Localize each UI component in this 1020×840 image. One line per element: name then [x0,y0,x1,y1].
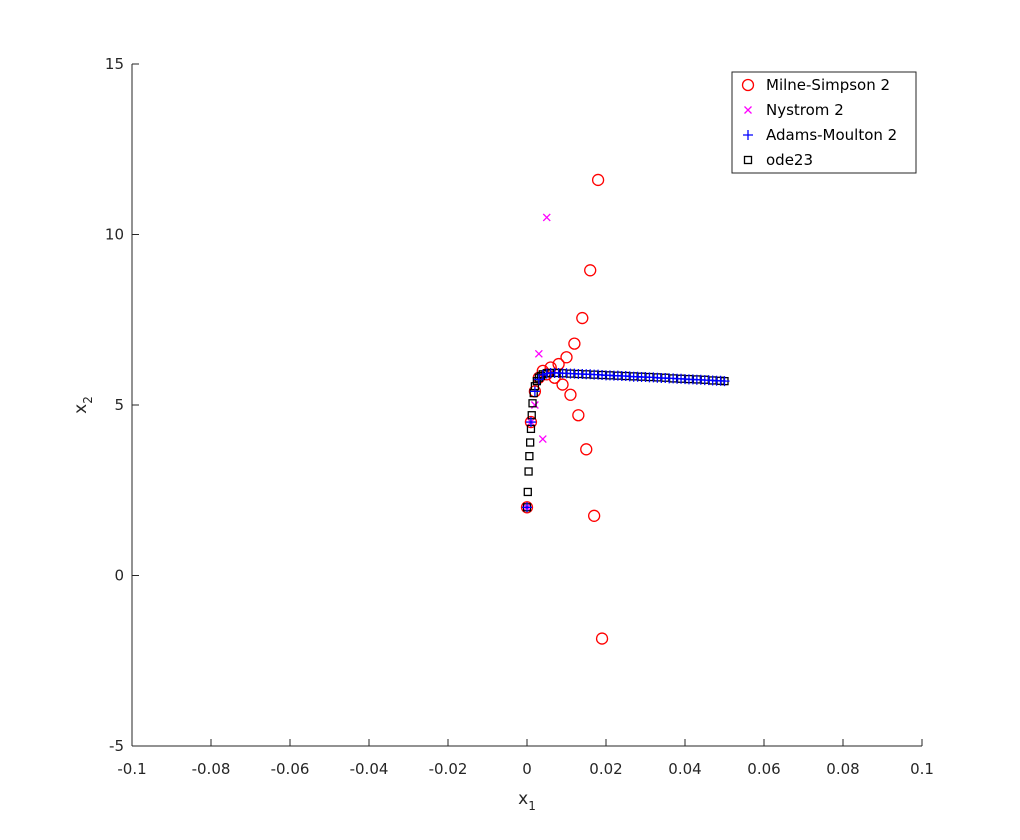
legend-label: Adams-Moulton 2 [766,126,897,144]
y-tick-label: 10 [105,226,124,244]
legend-marker [743,155,753,165]
x-axis-label: x1 [518,789,536,813]
x-tick-label: 0.06 [747,760,780,778]
point-nystrom-2 [538,435,547,444]
point-milne-simpson-2 [568,337,581,350]
point-nystrom-2 [534,349,543,358]
legend-marker [741,78,755,92]
y-axis-label: x2 [71,396,95,414]
x-tick-label: -0.06 [271,760,310,778]
point-ode23 [524,467,533,476]
point-milne-simpson-2 [524,415,538,429]
legend-item-nystrom-2: Nystrom 2 [744,101,844,119]
legend-item-adams-moulton-2: Adams-Moulton 2 [743,126,897,144]
point-milne-simpson-2 [576,311,589,325]
point-milne-simpson-2 [564,388,577,401]
series-milne-simpson-2 [520,173,609,645]
point-adams-moulton-2 [529,386,540,397]
x-tick-label: 0.08 [826,760,859,778]
legend-label: Nystrom 2 [766,101,844,119]
point-nystrom-2 [530,401,539,409]
y-ticks: -5 0 5 10 15 [105,55,139,755]
legend-item-ode23: ode23 [743,151,813,169]
legend-label: Milne-Simpson 2 [766,76,890,94]
y-tick-label: 5 [114,396,124,414]
series-nystrom-2 [523,213,551,512]
point-ode23 [525,451,534,461]
legend: Milne-Simpson 2 Nystrom 2 Adams-Moulton 2 o… [731,71,917,174]
point-ode23 [527,411,536,420]
x-tick-label: -0.1 [117,760,146,778]
point-ode23 [526,438,535,447]
point-nystrom-2 [542,213,551,222]
point-adams-moulton-2 [719,376,730,387]
x-tick-label: -0.04 [350,760,389,778]
x-tick-label: 0 [522,760,532,778]
series-adams-moulton-2 [522,367,730,513]
legend-marker [744,106,752,114]
point-milne-simpson-2 [572,409,585,422]
point-milne-simpson-2 [580,443,593,456]
legend-label: ode23 [766,151,813,169]
y-tick-label: 15 [105,55,124,73]
point-milne-simpson-2 [595,632,609,645]
point-milne-simpson-2 [588,509,601,522]
point-ode23 [523,487,532,497]
x-ticks: -0.1 -0.08 -0.06 -0.04 -0.02 0 0.02 0.04 0.06 0.0… [117,739,934,778]
x-tick-label: -0.02 [429,760,468,778]
series-ode23 [522,368,729,512]
legend-marker [743,130,753,140]
x-tick-label: 0.04 [668,760,701,778]
point-adams-moulton-2 [522,502,532,513]
point-ode23 [528,399,537,408]
point-milne-simpson-2 [560,351,573,364]
point-milne-simpson-2 [520,501,534,514]
y-tick-label: -5 [109,737,124,755]
y-tick-label: 0 [114,567,124,585]
point-milne-simpson-2 [584,264,597,277]
point-milne-simpson-2 [556,378,569,391]
x-tick-label: 0.02 [589,760,622,778]
point-adams-moulton-2 [525,417,536,428]
legend-box [731,71,917,174]
data-series [520,173,730,645]
legend-item-milne-simpson-2: Milne-Simpson 2 [741,76,890,94]
x-tick-label: -0.08 [192,760,231,778]
x-tick-label: 0.1 [910,760,934,778]
point-milne-simpson-2 [591,173,605,187]
